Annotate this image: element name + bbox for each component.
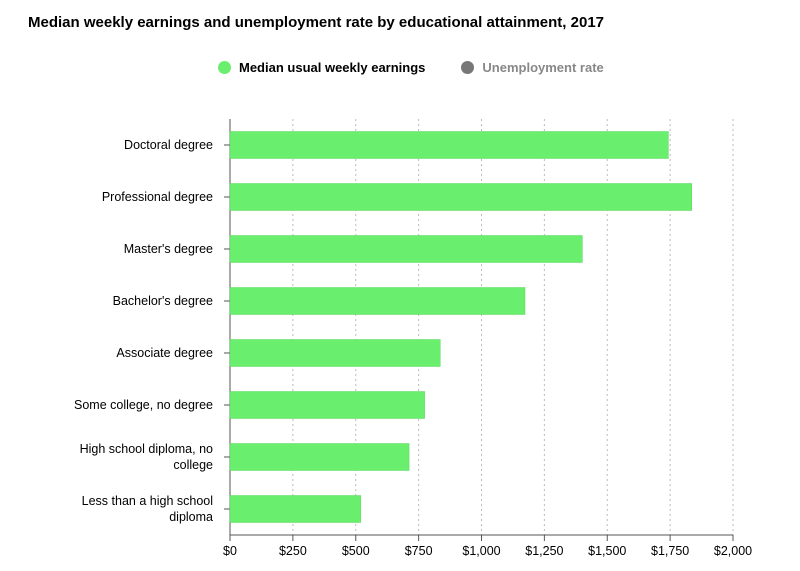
- y-category-label: Less than a high school diploma: [82, 494, 213, 524]
- y-category-label: High school diploma, no college: [80, 442, 213, 472]
- chart-legend: Median usual weekly earnings Unemploymen…: [218, 60, 640, 75]
- bar[interactable]: [229, 183, 693, 211]
- x-tick-label: $1,250: [525, 544, 563, 558]
- bar[interactable]: [229, 391, 425, 419]
- legend-unemployment-marker-icon: [461, 61, 475, 74]
- legend-earnings-marker-icon: [218, 61, 231, 74]
- y-category-label: Doctoral degree: [124, 138, 213, 152]
- chart-title: Median weekly earnings and unemployment …: [28, 14, 604, 31]
- x-tick-label: $750: [405, 544, 433, 558]
- bar[interactable]: [229, 235, 583, 263]
- legend-earnings-label: Median usual weekly earnings: [239, 60, 426, 75]
- x-tick-label: $1,750: [651, 544, 689, 558]
- y-category-label: Associate degree: [116, 346, 213, 360]
- y-category-label: Bachelor's degree: [113, 294, 213, 308]
- y-category-label: Professional degree: [102, 190, 213, 204]
- y-category-label: Some college, no degree: [74, 398, 213, 412]
- x-tick-label: $1,000: [462, 544, 500, 558]
- legend-item-unemployment[interactable]: Unemployment rate: [461, 60, 604, 75]
- x-tick-label: $1,500: [588, 544, 626, 558]
- x-tick-label: $0: [223, 544, 237, 558]
- x-tick-label: $2,000: [714, 544, 752, 558]
- bar[interactable]: [229, 339, 441, 367]
- y-category-label: Master's degree: [124, 242, 213, 256]
- bar[interactable]: [229, 443, 410, 471]
- legend-item-earnings[interactable]: Median usual weekly earnings: [218, 60, 425, 75]
- bar[interactable]: [229, 287, 526, 315]
- x-tick-label: $250: [279, 544, 307, 558]
- x-tick-label: $500: [342, 544, 370, 558]
- legend-unemployment-label: Unemployment rate: [482, 60, 604, 75]
- bar[interactable]: [229, 131, 669, 159]
- bar[interactable]: [229, 495, 362, 523]
